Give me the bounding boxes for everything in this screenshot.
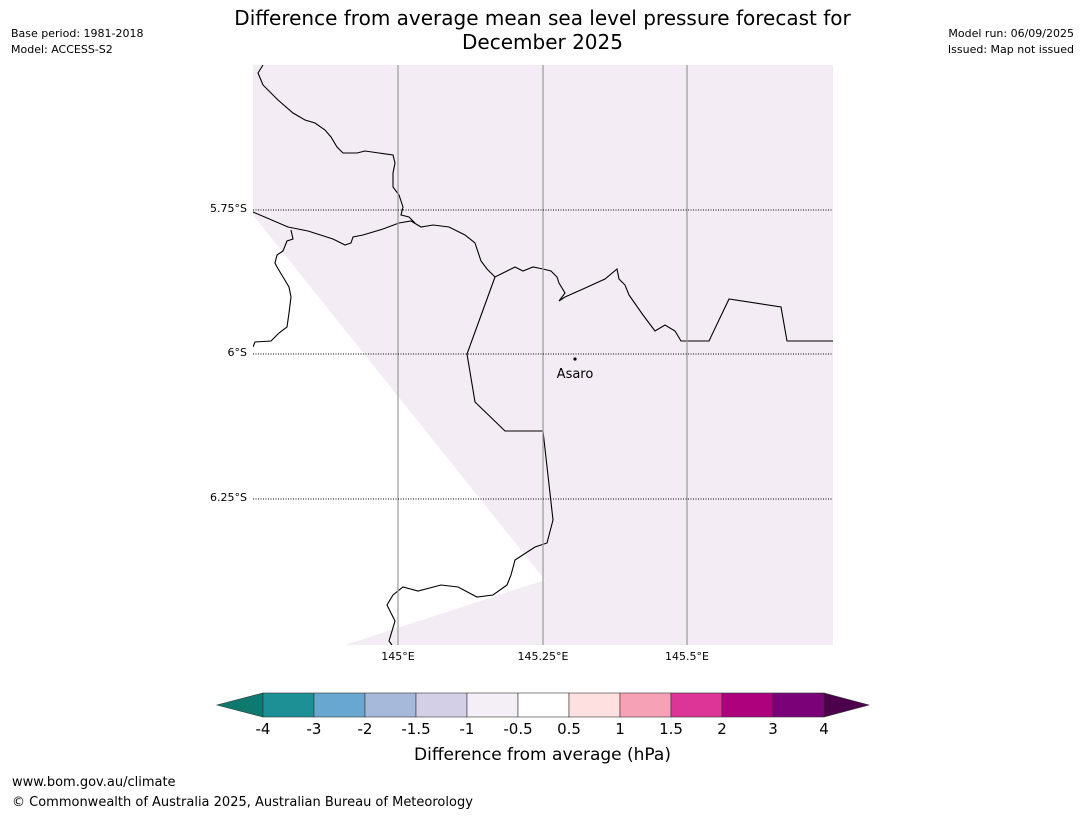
colorbar-low-extension: [215, 692, 264, 718]
colorbar-tick-label: 2: [717, 720, 727, 738]
colorbar-bin-5: [466, 692, 519, 718]
colorbar-tick-label: -2: [357, 720, 373, 738]
colorbar-tick-label: 1.5: [659, 720, 683, 738]
colorbar-tick-label: -3: [306, 720, 322, 738]
colorbar-bin-10: [721, 692, 774, 718]
footer-copyright: © Commonwealth of Australia 2025, Austra…: [12, 795, 473, 810]
coastline-north: [257, 65, 416, 224]
issued-text: Issued: Map not issued: [947, 43, 1074, 56]
colorbar-tick-label: -0.5: [503, 720, 533, 738]
colorbar-tick-label: 3: [768, 720, 778, 738]
metadata-right: Model run: 06/09/2025 Issued: Map not is…: [948, 26, 1074, 58]
colorbar-high-extension: [823, 692, 871, 718]
lon-label-145-5e: 145.5°E: [665, 650, 709, 663]
coastline-west: [253, 229, 294, 348]
colorbar-bin-3: [364, 692, 417, 718]
model-run-text: Model run: 06/09/2025: [948, 27, 1074, 40]
coastline: [253, 211, 833, 342]
title-line-1: Difference from average mean sea level p…: [234, 6, 851, 30]
colorbar-bin-4: [415, 692, 468, 718]
colorbar-tick-label: -1.5: [401, 720, 431, 738]
colorbar-bin-9: [670, 692, 723, 718]
colorbar-bin-8: [619, 692, 672, 718]
colorbar-title: Difference from average (hPa): [414, 745, 671, 765]
asaro-label: Asaro: [557, 367, 594, 382]
metadata-left: Base period: 1981-2018 Model: ACCESS-S2: [11, 26, 143, 58]
map-title: Difference from average mean sea level p…: [0, 6, 1085, 54]
colorbar-tick-label: -1: [459, 720, 475, 738]
model-text: Model: ACCESS-S2: [11, 43, 113, 56]
map-panel[interactable]: Asaro: [253, 65, 833, 645]
boundary-line: [386, 276, 554, 645]
lat-label-5-75s: 5.75°S: [210, 202, 247, 215]
colorbar-tick-label: 0.5: [557, 720, 581, 738]
lon-label-145-25e: 145.25°E: [517, 650, 569, 663]
title-line-2: December 2025: [462, 30, 623, 54]
colorbar-tick-label: 1: [615, 720, 625, 738]
colorbar: [215, 692, 871, 718]
asaro-marker: [573, 357, 577, 361]
colorbar-bin-1: [262, 692, 315, 718]
colorbar-tick-label: 4: [819, 720, 829, 738]
base-period-text: Base period: 1981-2018: [11, 27, 144, 40]
colorbar-bin-11: [772, 692, 825, 718]
lat-label-6-25s: 6.25°S: [210, 491, 247, 504]
colorbar-bin-7: [568, 692, 621, 718]
lat-label-6s: 6°S: [227, 346, 247, 359]
colorbar-bin-6: [517, 692, 570, 718]
colorbar-tick-label: -4: [255, 720, 271, 738]
footer-url[interactable]: www.bom.gov.au/climate: [12, 775, 176, 790]
colorbar-bin-2: [313, 692, 366, 718]
lon-label-145e: 145°E: [381, 650, 415, 663]
